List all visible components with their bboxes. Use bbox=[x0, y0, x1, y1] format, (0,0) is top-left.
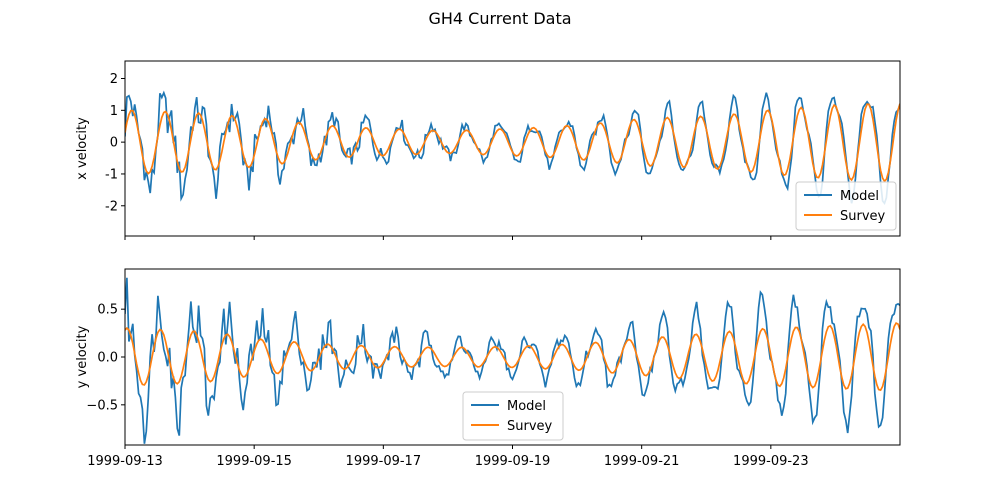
x-tick-label: 1999-09-17 bbox=[346, 454, 422, 469]
legend-label-model: Model bbox=[840, 189, 879, 204]
y-tick-label: 0 bbox=[110, 136, 118, 151]
x-tick-label: 1999-09-19 bbox=[475, 454, 551, 469]
legend-label-survey: Survey bbox=[840, 209, 886, 224]
y-tick-label: 0.0 bbox=[97, 351, 118, 366]
legend-label-model: Model bbox=[507, 399, 546, 414]
series-line-survey bbox=[125, 103, 900, 183]
y-tick-label: 2 bbox=[110, 72, 118, 87]
y-tick-label: -2 bbox=[105, 199, 118, 214]
x-velocity-panel: 2 1 0 -1 -2 x velocity Model Survey bbox=[75, 60, 901, 240]
legend: Model Survey bbox=[462, 391, 564, 441]
y-velocity-panel: 0.5 0.0 −0.5 1999-09-13 1999-09-15 1999-09-17… bbox=[75, 268, 901, 469]
y-tick-label: -1 bbox=[105, 167, 118, 182]
x-tick-label: 1999-09-23 bbox=[733, 454, 809, 469]
figure-title: GH4 Current Data bbox=[428, 9, 571, 28]
x-tick-label: 1999-09-13 bbox=[87, 454, 163, 469]
x-tick-label: 1999-09-21 bbox=[604, 454, 680, 469]
y-tick-label: 1 bbox=[110, 104, 118, 119]
legend: Model Survey bbox=[795, 181, 897, 231]
y-axis-label: x velocity bbox=[75, 117, 90, 180]
y-tick-label: −0.5 bbox=[86, 398, 118, 413]
y-tick-label: 0.5 bbox=[97, 303, 118, 318]
x-tick-label: 1999-09-15 bbox=[216, 454, 292, 469]
series-line-survey bbox=[125, 321, 900, 392]
legend-label-survey: Survey bbox=[507, 419, 553, 434]
y-axis-label: y velocity bbox=[75, 325, 90, 388]
